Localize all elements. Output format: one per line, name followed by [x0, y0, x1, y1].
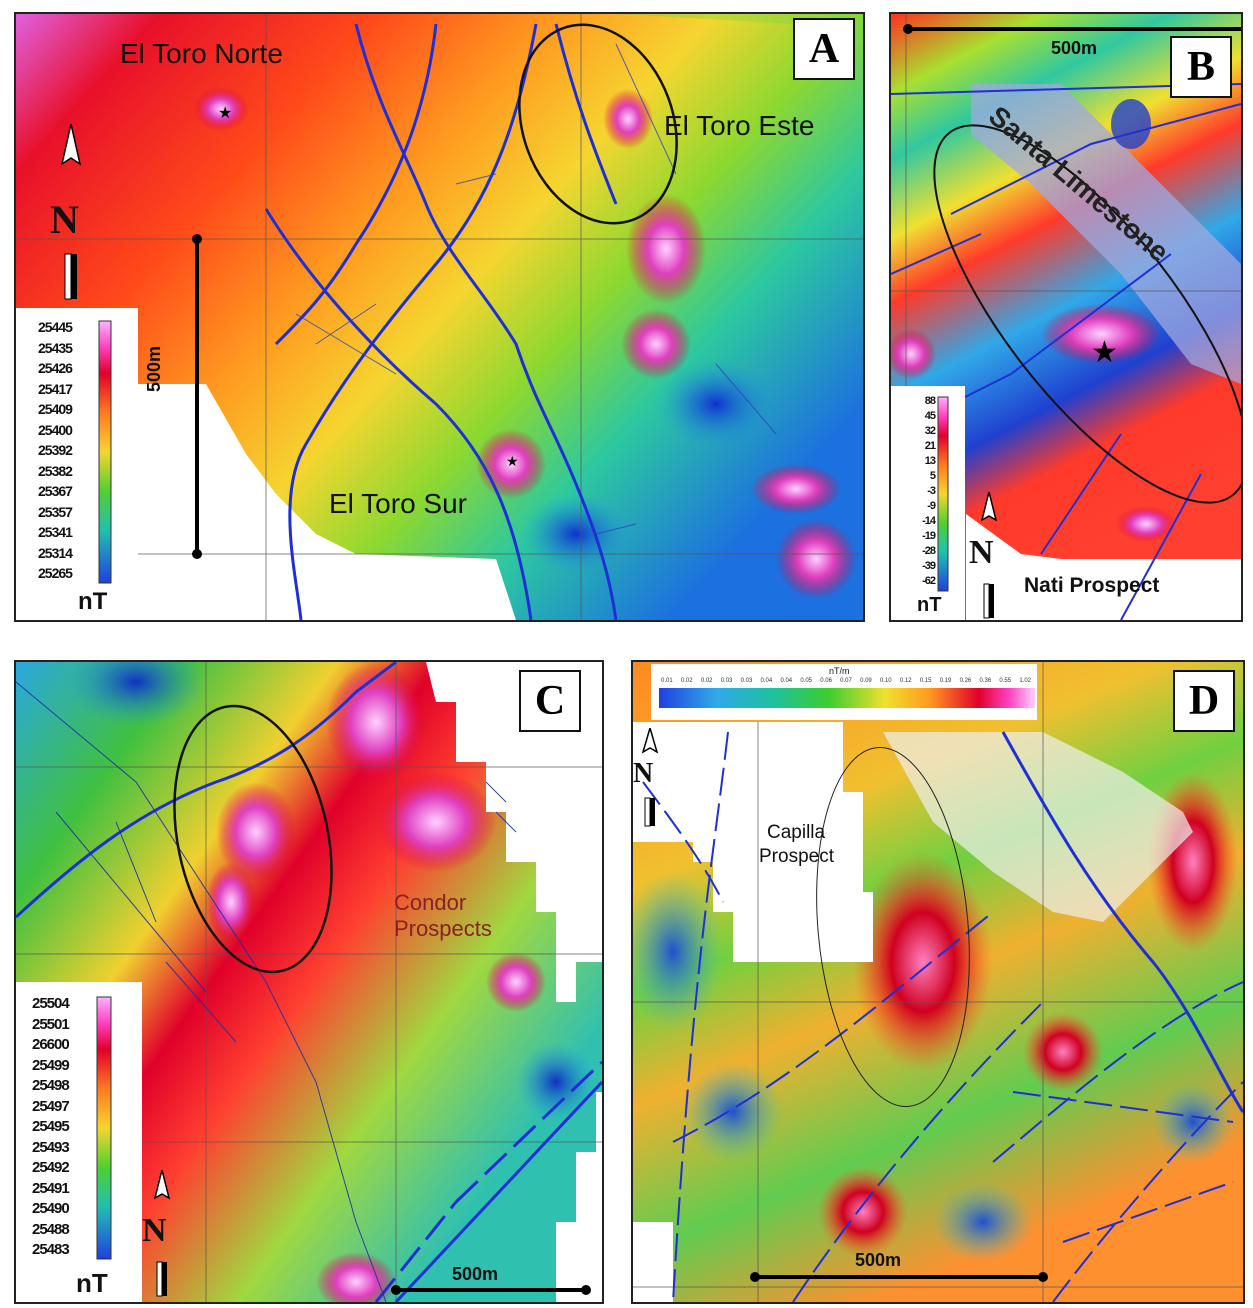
legend-d: nT/m 0.01 0.02 0.02 0.03 0.03 0.04 0.04 0.05…	[651, 664, 1037, 720]
magnetic-map-a: ★ ★	[16, 14, 863, 620]
label-capilla-prospect: Prospect	[759, 846, 834, 867]
legend-a: 25445 25435 25426 25417 25409 25400 2539…	[16, 308, 138, 620]
north-arrow-icon	[641, 725, 659, 827]
panel-a: ★ ★ El Toro Norte El Toro Este El Toro S…	[14, 12, 865, 622]
svg-text:★: ★	[1091, 335, 1118, 370]
legend-values-c: 25504 25501 26600 25499 25498 25497 2549…	[32, 995, 70, 1258]
label-condor: Condor	[394, 890, 467, 915]
panel-d: nT/m 0.01 0.02 0.02 0.03 0.03 0.04 0.04 0.05…	[631, 660, 1245, 1304]
panel-b: ★ 500m Santa Limestone Nati Prospect B N…	[889, 12, 1243, 622]
scale-label-d: 500m	[855, 1250, 902, 1270]
legend-values-b: 88 45 32 21 13 5 -3 -9 -14 -19 -28 -39 -…	[922, 395, 936, 587]
legend-unit-c: nT	[76, 1268, 108, 1298]
panel-letter-d: D	[1173, 670, 1235, 732]
label-condor-prospects: Prospects	[394, 916, 492, 941]
north-arrow-d: N	[633, 725, 679, 828]
panel-letter-a: A	[793, 18, 855, 80]
label-el-toro-este: El Toro Este	[664, 110, 815, 141]
north-letter-b: N	[969, 534, 994, 571]
north-arrow-a: N	[50, 123, 96, 304]
label-el-toro-norte: El Toro Norte	[120, 38, 283, 69]
legend-unit-b: nT	[917, 594, 942, 616]
legend-values-d: 0.01 0.02 0.02 0.03 0.03 0.04 0.04 0.05 0.06…	[661, 678, 1031, 684]
north-arrow-c: N	[142, 1169, 190, 1300]
legend-colorbar-d	[659, 688, 1035, 708]
scale-label-b: 500m	[1051, 38, 1098, 58]
legend-colorbar-a	[98, 320, 112, 584]
scale-label-a: 500m	[144, 345, 164, 392]
svg-text:★: ★	[506, 454, 519, 470]
scale-label-c: 500m	[452, 1264, 499, 1284]
legend-b: 88 45 32 21 13 5 -3 -9 -14 -19 -28 -39 -…	[891, 386, 965, 620]
legend-colorbar-b	[937, 396, 949, 592]
panel-letter-c: C	[519, 670, 581, 732]
legend-colorbar-c	[96, 996, 112, 1260]
legend-unit-d: nT/m	[829, 666, 850, 676]
label-capilla: Capilla	[767, 822, 826, 843]
north-arrow-b: N	[969, 491, 1017, 620]
north-arrow-icon	[60, 123, 82, 300]
north-arrow-icon	[980, 491, 998, 619]
north-letter-d: N	[633, 758, 654, 789]
legend-values-a: 25445 25435 25426 25417 25409 25400 2539…	[38, 319, 73, 581]
label-el-toro-sur: El Toro Sur	[329, 488, 467, 519]
legend-c: 25504 25501 26600 25499 25498 25497 2549…	[16, 982, 142, 1302]
magnetic-map-d	[633, 662, 1243, 1302]
north-letter-a: N	[50, 197, 79, 242]
legend-unit-a: nT	[78, 588, 108, 615]
north-arrow-icon	[153, 1169, 171, 1297]
north-letter-c: N	[142, 1212, 167, 1249]
svg-text:★: ★	[218, 103, 232, 122]
panel-c: Condor Prospects 500m C N 25504 25501 26…	[14, 660, 604, 1304]
label-nati-prospect: Nati Prospect	[1024, 574, 1160, 597]
panel-letter-b: B	[1170, 36, 1232, 98]
